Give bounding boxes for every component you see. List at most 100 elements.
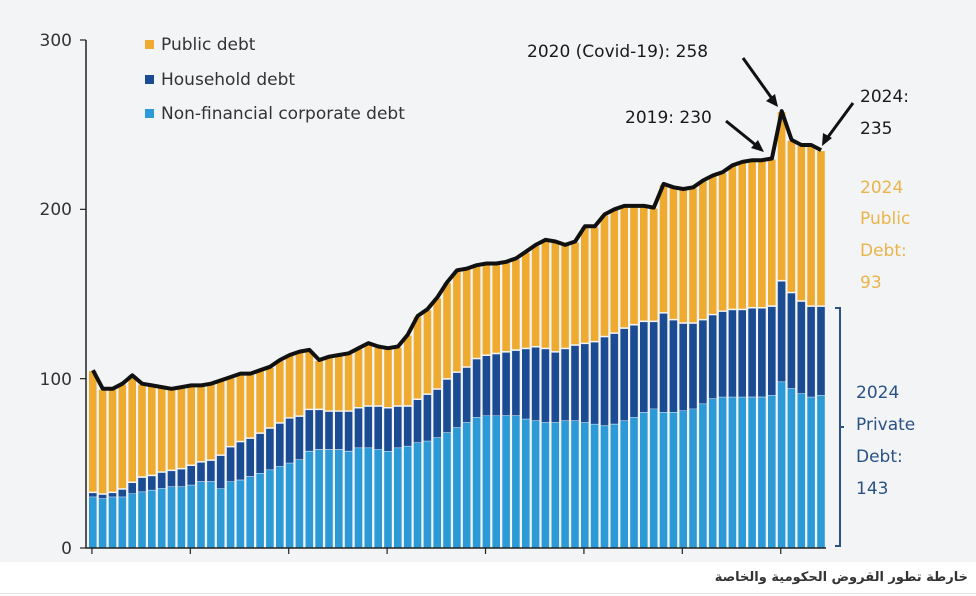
bar-non-financial-corporate-debt-1999 <box>571 421 579 548</box>
bar-non-financial-corporate-debt-2004 <box>620 421 628 548</box>
bar-non-financial-corporate-debt-1974 <box>325 449 333 548</box>
bar-non-financial-corporate-debt-1996 <box>541 422 550 548</box>
public-line-4: 93 <box>860 273 882 293</box>
bar-non-financial-corporate-debt-2014 <box>718 397 727 548</box>
bar-non-financial-corporate-debt-2002 <box>600 426 609 548</box>
bar-household-debt-1963 <box>216 455 225 489</box>
bar-household-debt-1982 <box>403 406 412 446</box>
bar-non-financial-corporate-debt-1995 <box>531 421 540 548</box>
bar-household-debt-2008 <box>659 313 668 412</box>
bar-household-debt-1973 <box>315 410 323 450</box>
bar-public-debt-2009 <box>669 188 678 319</box>
public-line-3: Debt: <box>860 241 907 261</box>
legend: Public debt Household debt Non-financial… <box>145 35 405 124</box>
private-debt-bracket <box>835 307 844 547</box>
bar-non-financial-corporate-debt-1955 <box>138 492 146 548</box>
bar-non-financial-corporate-debt-2009 <box>669 412 678 548</box>
bar-non-financial-corporate-debt-1993 <box>512 415 520 548</box>
bar-public-debt-1977 <box>354 349 363 407</box>
bar-household-debt-2022 <box>797 301 806 394</box>
bar-public-debt-2007 <box>649 208 658 321</box>
bar-public-debt-2010 <box>679 190 687 323</box>
bar-non-financial-corporate-debt-1960 <box>187 485 195 548</box>
bar-non-financial-corporate-debt-1953 <box>118 497 127 548</box>
bar-non-financial-corporate-debt-1973 <box>315 449 323 548</box>
bar-non-financial-corporate-debt-1980 <box>384 451 392 548</box>
bar-non-financial-corporate-debt-1997 <box>551 422 560 548</box>
bar-household-debt-2006 <box>640 322 648 412</box>
bar-public-debt-1985 <box>433 298 441 389</box>
bar-non-financial-corporate-debt-1986 <box>443 432 451 548</box>
bar-household-debt-1968 <box>266 428 274 470</box>
bar-public-debt-2021 <box>787 140 796 292</box>
bar-household-debt-1995 <box>531 347 540 421</box>
bar-public-debt-1979 <box>374 347 382 406</box>
bar-public-debt-2023 <box>807 146 815 306</box>
bar-public-debt-1961 <box>197 386 205 462</box>
bar-public-debt-1950 <box>89 371 97 492</box>
bar-non-financial-corporate-debt-1965 <box>236 480 245 548</box>
bar-non-financial-corporate-debt-2021 <box>787 388 796 548</box>
chart-area: 0 100 200 300 Public debt Household debt… <box>0 0 976 562</box>
bar-non-financial-corporate-debt-1988 <box>462 422 471 548</box>
bar-non-financial-corporate-debt-1956 <box>148 490 156 548</box>
bar-household-debt-2007 <box>649 322 658 409</box>
bar-non-financial-corporate-debt-1950 <box>89 497 97 548</box>
bar-non-financial-corporate-debt-1989 <box>472 417 481 548</box>
bar-public-debt-1984 <box>423 310 432 394</box>
bar-public-debt-2004 <box>620 206 628 328</box>
bar-household-debt-1986 <box>443 379 451 433</box>
bar-public-debt-2014 <box>718 173 727 311</box>
bar-non-financial-corporate-debt-1983 <box>413 443 422 548</box>
bar-non-financial-corporate-debt-1952 <box>108 497 117 548</box>
bar-public-debt-2022 <box>797 146 806 301</box>
bar-household-debt-1987 <box>453 372 461 428</box>
bar-non-financial-corporate-debt-1961 <box>197 482 205 548</box>
bar-public-debt-1960 <box>187 386 195 465</box>
bar-household-debt-2005 <box>630 325 638 418</box>
bar-household-debt-2012 <box>699 320 707 404</box>
bar-household-debt-1981 <box>394 406 402 448</box>
bar-non-financial-corporate-debt-1992 <box>502 415 510 548</box>
bar-public-debt-1976 <box>344 354 353 411</box>
bar-non-financial-corporate-debt-1971 <box>295 459 304 548</box>
bar-household-debt-2020 <box>777 281 786 382</box>
bar-public-debt-1968 <box>266 367 274 428</box>
bar-public-debt-2008 <box>659 184 668 313</box>
legend-swatch-household <box>145 75 154 84</box>
axes <box>80 39 826 554</box>
arrow-2024 <box>826 102 855 138</box>
private-line-2: Private <box>856 415 915 435</box>
bar-public-debt-1958 <box>167 389 176 470</box>
bar-public-debt-2011 <box>689 188 697 323</box>
bar-household-debt-2003 <box>610 333 619 424</box>
bar-non-financial-corporate-debt-2000 <box>581 422 589 548</box>
bar-public-debt-1988 <box>462 269 471 367</box>
bar-public-debt-1998 <box>561 245 569 348</box>
annotation-2024-value: 235 <box>860 119 892 139</box>
bar-public-debt-2024 <box>817 151 825 306</box>
bar-non-financial-corporate-debt-1981 <box>394 448 402 548</box>
bar-public-debt-2012 <box>699 181 707 319</box>
bar-non-financial-corporate-debt-1964 <box>226 482 235 548</box>
bar-public-debt-2003 <box>610 210 619 333</box>
bar-household-debt-1997 <box>551 352 560 423</box>
bar-non-financial-corporate-debt-2010 <box>679 410 687 548</box>
bar-non-financial-corporate-debt-2001 <box>590 424 599 548</box>
bar-household-debt-1980 <box>384 408 392 451</box>
bar-household-debt-1971 <box>295 416 304 460</box>
bar-public-debt-2002 <box>600 215 609 336</box>
bar-household-debt-2021 <box>787 293 796 389</box>
bar-public-debt-1959 <box>177 388 186 468</box>
bar-household-debt-2010 <box>679 323 687 411</box>
y-tick-label-300: 300 <box>40 31 72 51</box>
bar-household-debt-1950 <box>89 493 97 497</box>
bar-non-financial-corporate-debt-1985 <box>433 437 441 548</box>
bar-public-debt-1971 <box>295 352 304 416</box>
bar-household-debt-1966 <box>246 438 254 477</box>
bar-public-debt-1997 <box>551 242 560 352</box>
bar-public-debt-1990 <box>482 264 491 355</box>
bar-non-financial-corporate-debt-2020 <box>777 382 786 548</box>
bar-public-debt-1981 <box>394 347 402 406</box>
bar-household-debt-1998 <box>561 349 569 421</box>
